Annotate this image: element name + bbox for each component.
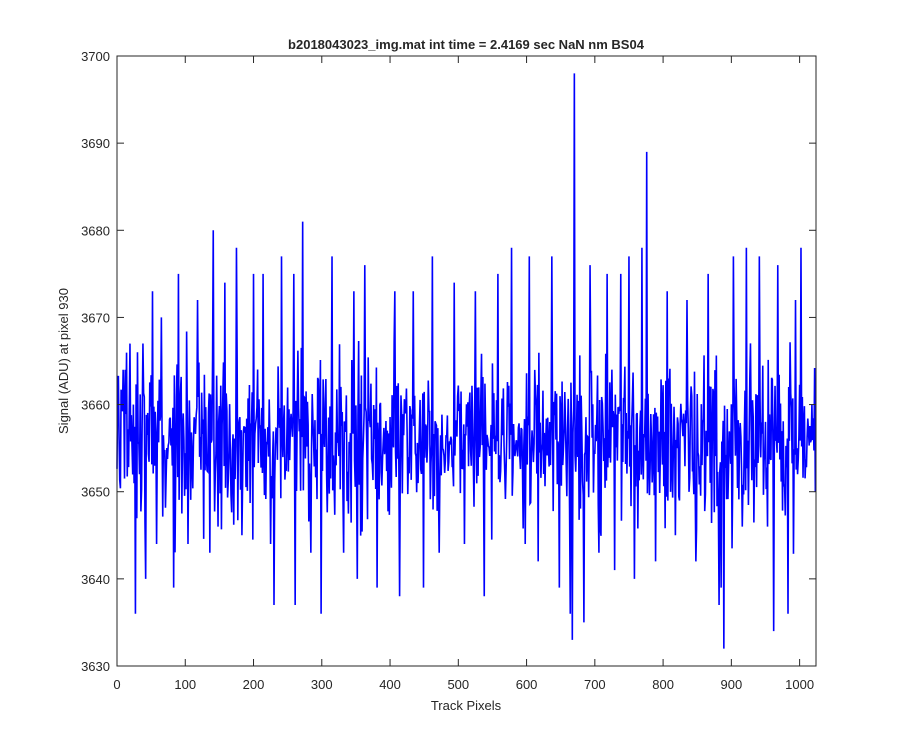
x-axis-label: Track Pixels [431, 698, 502, 713]
y-axis-label: Signal (ADU) at pixel 930 [56, 288, 71, 434]
y-tick-label: 3640 [81, 572, 110, 587]
y-axis-ticks: 3630 3640 3650 3660 3670 3680 3690 3700 [81, 49, 816, 674]
y-tick-label: 3670 [81, 310, 110, 325]
x-tick-label: 300 [311, 677, 333, 692]
x-axis-ticks: 0 100 200 300 400 500 600 700 800 900 1000 [113, 56, 814, 692]
x-tick-label: 400 [379, 677, 401, 692]
chart-title: b2018043023_img.mat int time = 2.4169 se… [288, 37, 645, 52]
x-tick-label: 800 [652, 677, 674, 692]
x-tick-label: 700 [584, 677, 606, 692]
signal-series-line [116, 73, 817, 649]
data-series [116, 73, 817, 649]
x-tick-label: 200 [243, 677, 265, 692]
x-tick-label: 1000 [785, 677, 814, 692]
y-tick-label: 3650 [81, 485, 110, 500]
y-tick-label: 3700 [81, 49, 110, 64]
y-tick-label: 3690 [81, 136, 110, 151]
y-tick-label: 3680 [81, 223, 110, 238]
y-tick-label: 3660 [81, 398, 110, 413]
axes-box [116, 55, 817, 667]
x-tick-label: 100 [174, 677, 196, 692]
x-tick-label: 600 [516, 677, 538, 692]
x-tick-label: 500 [447, 677, 469, 692]
plot-area [117, 56, 816, 666]
x-tick-label: 0 [113, 677, 120, 692]
y-tick-label: 3630 [81, 659, 110, 674]
x-tick-label: 900 [721, 677, 743, 692]
